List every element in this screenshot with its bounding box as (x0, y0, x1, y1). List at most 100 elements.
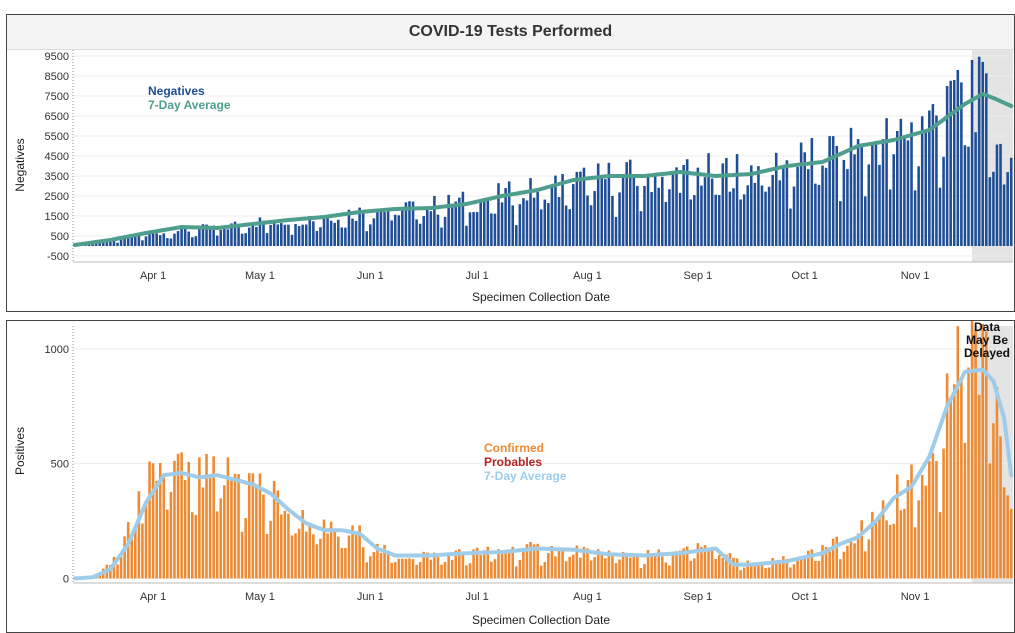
bar (817, 184, 821, 246)
bar (682, 164, 685, 246)
bar (575, 545, 579, 579)
bar (401, 558, 404, 579)
bar (383, 212, 386, 246)
bar (856, 533, 860, 579)
bar (693, 195, 696, 246)
bar (276, 490, 280, 579)
bar (493, 213, 497, 246)
bar (1009, 508, 1013, 579)
bar (162, 233, 166, 246)
bar (703, 545, 707, 579)
bar (995, 386, 999, 579)
legend-confirmed: Confirmed (484, 441, 544, 455)
bar (329, 521, 333, 579)
bar (336, 219, 340, 246)
bar (454, 550, 458, 579)
bar (219, 498, 223, 579)
bar (148, 461, 151, 579)
bar (839, 559, 842, 579)
bar (315, 230, 319, 246)
bar (169, 492, 173, 579)
bar (685, 546, 689, 579)
bar (611, 552, 614, 579)
bar (621, 176, 625, 246)
legend-negatives: Negatives (148, 84, 205, 98)
bar (116, 564, 119, 579)
bar (853, 543, 856, 579)
bar (244, 233, 247, 246)
bar (112, 238, 116, 246)
negatives-chart: -500 500 1500 2500 3500 4500 5500 6500 7500 8500 9… (13, 50, 1014, 304)
bar (981, 61, 985, 246)
bar (849, 541, 853, 579)
bar (992, 171, 995, 246)
x-tick-label: Jul 1 (466, 270, 489, 282)
bar (949, 399, 952, 579)
bar (920, 474, 924, 579)
bar (425, 206, 429, 246)
bar (710, 546, 714, 579)
bar (799, 142, 803, 246)
bar (750, 165, 753, 246)
bar (397, 215, 401, 246)
bar (247, 473, 251, 579)
bar (262, 220, 265, 246)
bar (842, 159, 846, 246)
bar (910, 122, 913, 246)
bar (440, 227, 443, 246)
negatives-chart-panel: COVID-19 Tests Performed -500 500 1500 2500… (6, 14, 1015, 312)
bar (803, 558, 806, 579)
bar (824, 167, 828, 246)
bottom-x-axis-title: Specimen Collection Date (472, 613, 610, 627)
bar (721, 163, 725, 246)
y-tick-label: 3500 (45, 171, 69, 183)
bar (678, 192, 682, 246)
bar (422, 551, 426, 579)
bar (750, 562, 753, 579)
bar (365, 562, 369, 579)
bar (970, 321, 974, 579)
legend-probables: Probables (484, 455, 542, 469)
bar (201, 487, 205, 579)
bar (297, 226, 301, 246)
bar (319, 227, 322, 246)
y-tick-label: 2500 (45, 191, 69, 203)
bar (557, 197, 561, 246)
bar (183, 227, 187, 246)
bar (511, 546, 515, 579)
bar (967, 146, 970, 246)
bar (198, 457, 201, 579)
bar (109, 564, 112, 579)
bar (386, 209, 390, 246)
bar (977, 56, 981, 247)
bar (134, 525, 137, 579)
bar (422, 216, 426, 246)
bar (564, 205, 568, 246)
bar (536, 192, 539, 246)
bar (458, 197, 461, 246)
bar (653, 553, 657, 579)
bar (255, 487, 258, 579)
bar (169, 238, 173, 246)
positives-chart: 0 500 1000 Apr 1 May 1 Jun 1 Jul 1 Aug 1 Sep 1 O… (13, 321, 1014, 627)
bar (949, 80, 952, 247)
bar (557, 548, 561, 579)
bar (134, 236, 137, 246)
bar (525, 544, 529, 579)
bar (550, 184, 554, 246)
bar (899, 510, 903, 579)
bar (710, 178, 714, 246)
bar (497, 183, 500, 246)
bar (625, 554, 628, 579)
bar (714, 558, 717, 579)
bar (215, 235, 219, 246)
bar (657, 187, 661, 246)
bar (643, 563, 646, 579)
bar (913, 527, 917, 579)
annotation-line-3: Delayed (964, 346, 1010, 360)
bar (258, 217, 262, 246)
bar (166, 509, 169, 579)
bar (860, 145, 863, 246)
bar (753, 182, 757, 246)
bar (806, 169, 810, 246)
